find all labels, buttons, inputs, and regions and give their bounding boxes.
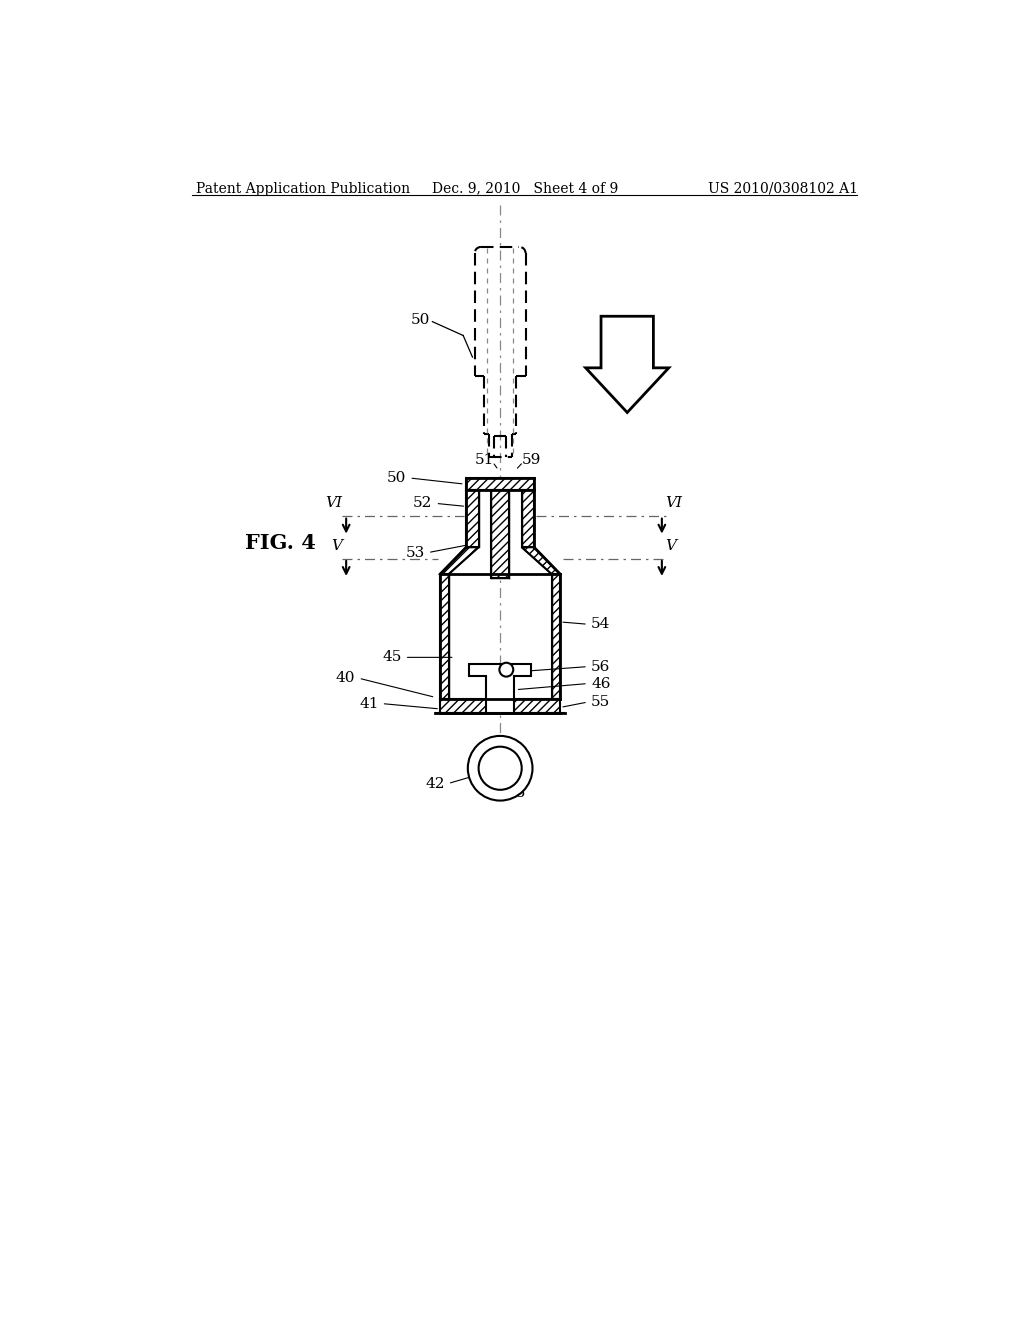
- Text: Dec. 9, 2010   Sheet 4 of 9: Dec. 9, 2010 Sheet 4 of 9: [432, 182, 617, 195]
- Text: 50: 50: [411, 313, 430, 327]
- Circle shape: [468, 737, 532, 800]
- Text: VI: VI: [326, 496, 342, 511]
- Text: 50: 50: [387, 471, 407, 484]
- Text: Patent Application Publication: Patent Application Publication: [196, 182, 411, 195]
- Polygon shape: [586, 317, 669, 412]
- Polygon shape: [521, 490, 535, 548]
- Text: 56: 56: [591, 660, 610, 673]
- Text: 46: 46: [591, 677, 610, 690]
- Text: V: V: [666, 539, 677, 553]
- Polygon shape: [469, 664, 531, 713]
- Text: V: V: [332, 539, 342, 553]
- Polygon shape: [490, 490, 509, 578]
- Text: 55: 55: [591, 696, 610, 709]
- Text: US 2010/0308102 A1: US 2010/0308102 A1: [709, 182, 858, 195]
- Text: 51: 51: [475, 453, 494, 467]
- Polygon shape: [440, 574, 449, 700]
- Text: 42: 42: [425, 776, 444, 791]
- Text: 53: 53: [406, 545, 425, 560]
- Text: 59: 59: [521, 453, 541, 467]
- Circle shape: [500, 663, 513, 677]
- Text: 41: 41: [359, 697, 379, 710]
- Text: 45: 45: [382, 651, 401, 664]
- Text: 52: 52: [413, 496, 432, 511]
- Polygon shape: [440, 700, 560, 713]
- Text: FIG. 4: FIG. 4: [245, 533, 315, 553]
- Polygon shape: [552, 574, 560, 700]
- Circle shape: [478, 747, 521, 789]
- Polygon shape: [440, 548, 478, 574]
- Text: 43: 43: [506, 785, 525, 800]
- Text: VI: VI: [666, 496, 683, 511]
- Polygon shape: [521, 548, 560, 574]
- Polygon shape: [466, 478, 535, 490]
- Polygon shape: [466, 490, 478, 548]
- Text: 54: 54: [591, 618, 610, 631]
- Text: 40: 40: [336, 671, 355, 685]
